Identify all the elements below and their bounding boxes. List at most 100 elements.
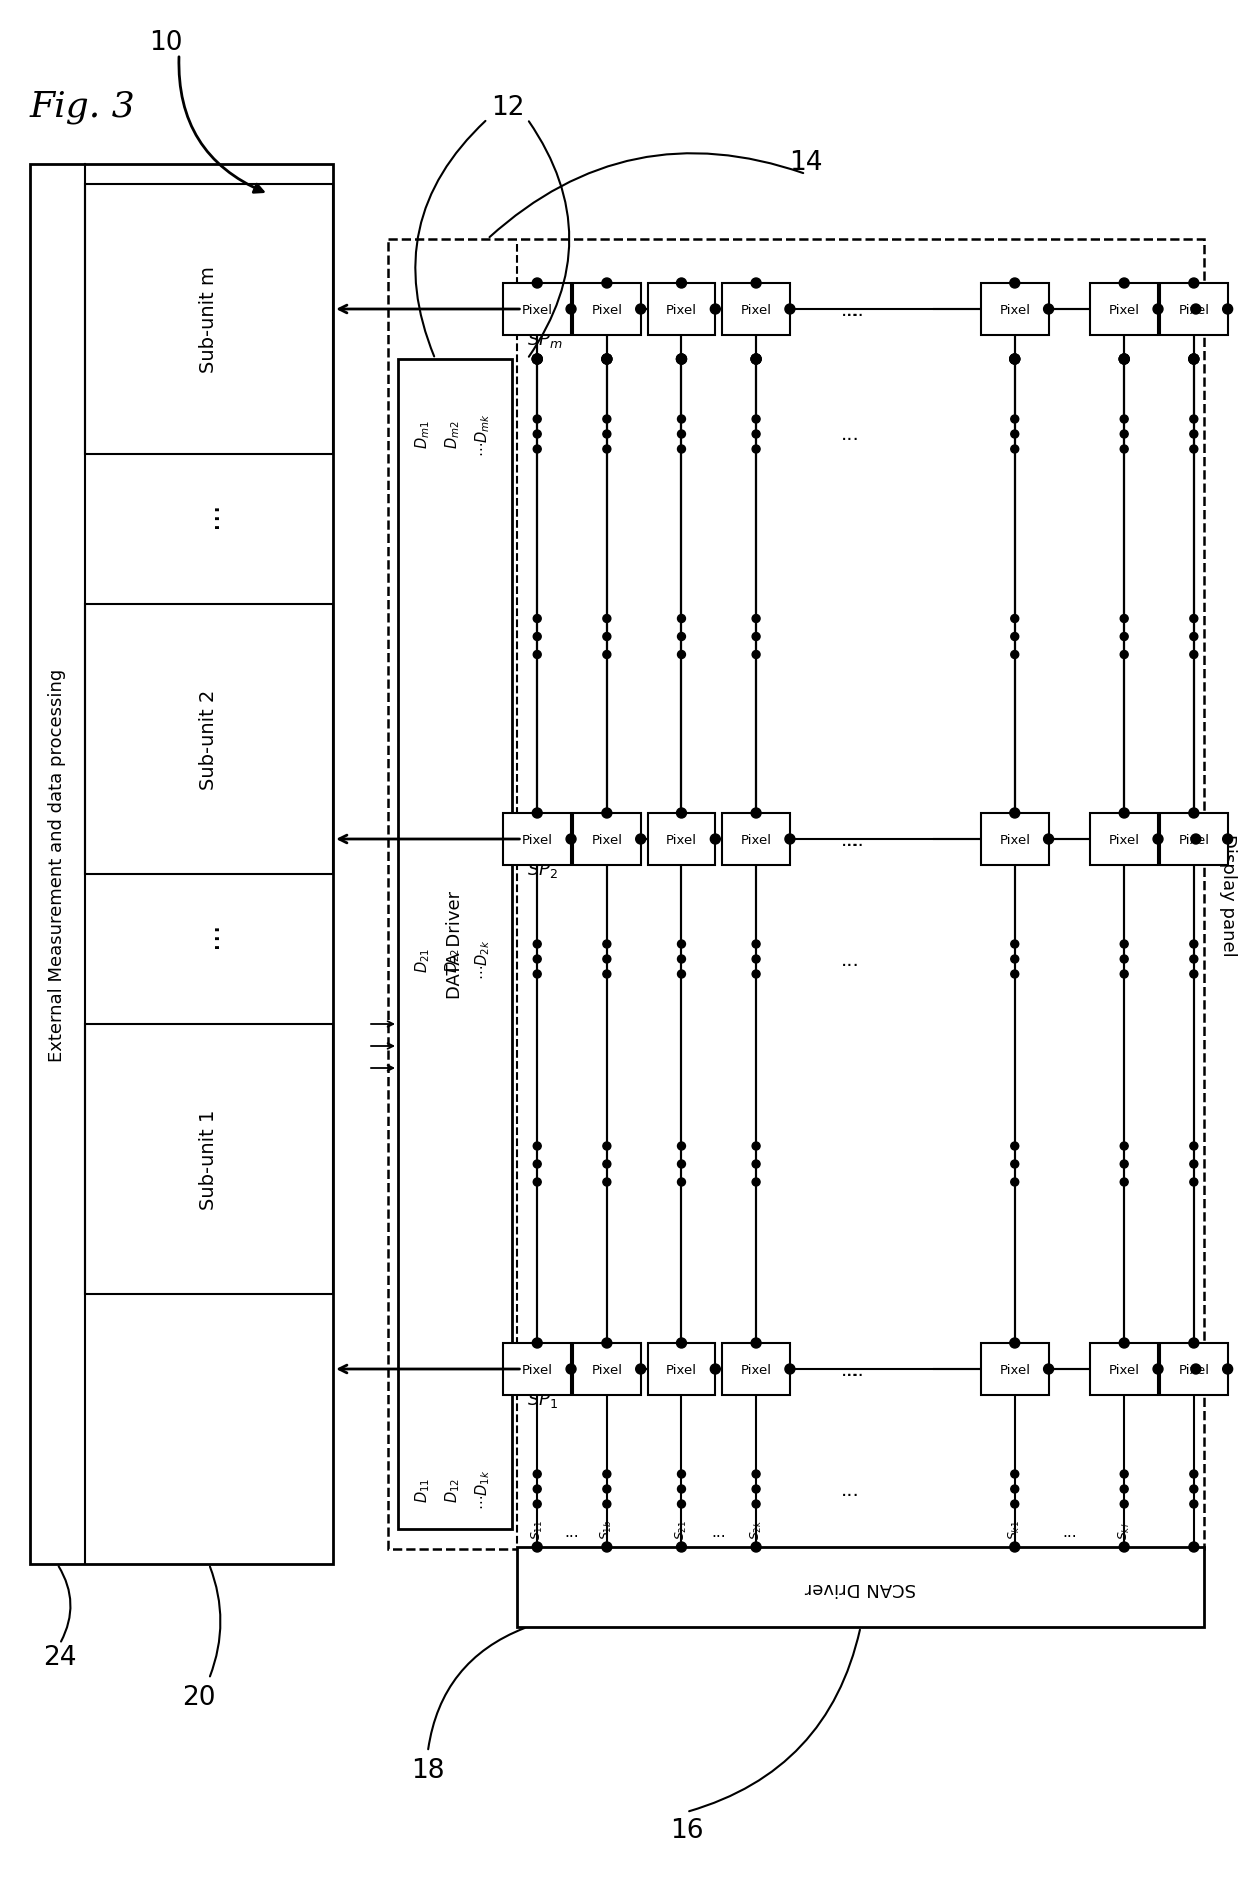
- Circle shape: [1120, 634, 1128, 641]
- Circle shape: [532, 808, 542, 818]
- Circle shape: [1011, 1500, 1019, 1508]
- Circle shape: [1120, 970, 1128, 978]
- Circle shape: [1009, 808, 1019, 818]
- Circle shape: [603, 634, 611, 641]
- Circle shape: [677, 955, 686, 963]
- Circle shape: [753, 1160, 760, 1167]
- Circle shape: [753, 1485, 760, 1493]
- Circle shape: [677, 650, 686, 660]
- Circle shape: [1190, 446, 1198, 453]
- Circle shape: [1009, 355, 1019, 365]
- Text: Display panel: Display panel: [1219, 833, 1236, 955]
- Text: ...: ...: [846, 1359, 866, 1378]
- Circle shape: [1120, 1179, 1128, 1186]
- Circle shape: [1190, 1485, 1198, 1493]
- Circle shape: [1190, 634, 1198, 641]
- Circle shape: [711, 835, 720, 844]
- Circle shape: [1190, 650, 1198, 660]
- Circle shape: [1120, 355, 1130, 365]
- Circle shape: [753, 940, 760, 949]
- Circle shape: [753, 431, 760, 438]
- Circle shape: [1120, 1339, 1130, 1348]
- Circle shape: [1011, 1160, 1019, 1167]
- Text: Pixel: Pixel: [666, 833, 697, 846]
- Circle shape: [751, 1542, 761, 1553]
- Bar: [647, 284, 715, 337]
- Circle shape: [1009, 1542, 1019, 1553]
- Circle shape: [1153, 305, 1163, 314]
- Text: Pixel: Pixel: [666, 303, 697, 316]
- Circle shape: [601, 278, 611, 290]
- Bar: [722, 1344, 790, 1395]
- Circle shape: [603, 1143, 611, 1151]
- Circle shape: [533, 1179, 541, 1186]
- Bar: [573, 284, 641, 337]
- Text: 12: 12: [491, 96, 525, 120]
- Circle shape: [1044, 835, 1054, 844]
- Text: 16: 16: [670, 1818, 703, 1842]
- Circle shape: [603, 1470, 611, 1478]
- Circle shape: [603, 615, 611, 622]
- Circle shape: [533, 615, 541, 622]
- Text: SCAN Driver: SCAN Driver: [805, 1577, 916, 1596]
- Circle shape: [567, 835, 577, 844]
- Bar: [503, 814, 572, 865]
- Text: Pixel: Pixel: [1178, 303, 1209, 316]
- Circle shape: [601, 1339, 611, 1348]
- Circle shape: [1120, 1500, 1128, 1508]
- Circle shape: [1011, 1485, 1019, 1493]
- Circle shape: [1120, 955, 1128, 963]
- Circle shape: [1009, 1339, 1019, 1348]
- Circle shape: [1011, 940, 1019, 949]
- Circle shape: [1011, 431, 1019, 438]
- Bar: [1159, 1344, 1228, 1395]
- Circle shape: [1009, 278, 1019, 290]
- Circle shape: [753, 1500, 760, 1508]
- Circle shape: [1190, 1143, 1198, 1151]
- Circle shape: [533, 1143, 541, 1151]
- Text: $S_{2k}$: $S_{2k}$: [749, 1519, 764, 1540]
- Circle shape: [677, 1542, 687, 1553]
- Circle shape: [603, 1485, 611, 1493]
- Circle shape: [711, 305, 720, 314]
- Circle shape: [1120, 940, 1128, 949]
- Circle shape: [532, 278, 542, 290]
- Circle shape: [711, 1365, 720, 1374]
- Circle shape: [1011, 955, 1019, 963]
- Circle shape: [1190, 615, 1198, 622]
- Bar: [981, 284, 1049, 337]
- Circle shape: [1120, 278, 1130, 290]
- Circle shape: [533, 650, 541, 660]
- Text: $SP_2$: $SP_2$: [527, 859, 558, 880]
- Circle shape: [1190, 431, 1198, 438]
- Circle shape: [677, 431, 686, 438]
- Circle shape: [533, 634, 541, 641]
- Circle shape: [532, 355, 542, 365]
- Circle shape: [1120, 415, 1128, 423]
- Circle shape: [1189, 808, 1199, 818]
- Text: Sub-unit m: Sub-unit m: [200, 267, 218, 374]
- Circle shape: [677, 1179, 686, 1186]
- Circle shape: [1190, 940, 1198, 949]
- Circle shape: [533, 940, 541, 949]
- Text: External Measurement and data processing: External Measurement and data processing: [48, 667, 66, 1060]
- Circle shape: [603, 955, 611, 963]
- Circle shape: [1044, 1365, 1054, 1374]
- Text: DATA Driver: DATA Driver: [446, 891, 464, 998]
- Circle shape: [603, 940, 611, 949]
- Circle shape: [1190, 1500, 1198, 1508]
- Circle shape: [1190, 1365, 1200, 1374]
- Text: ...: ...: [712, 1525, 727, 1540]
- Circle shape: [1153, 1365, 1163, 1374]
- Circle shape: [751, 355, 761, 365]
- Circle shape: [677, 446, 686, 453]
- Circle shape: [603, 446, 611, 453]
- Circle shape: [601, 1542, 611, 1553]
- Circle shape: [751, 1339, 761, 1348]
- Circle shape: [677, 278, 687, 290]
- Text: ...: ...: [846, 831, 866, 850]
- Text: 18: 18: [410, 1758, 444, 1782]
- Circle shape: [601, 355, 611, 365]
- Circle shape: [1044, 305, 1054, 314]
- Circle shape: [753, 955, 760, 963]
